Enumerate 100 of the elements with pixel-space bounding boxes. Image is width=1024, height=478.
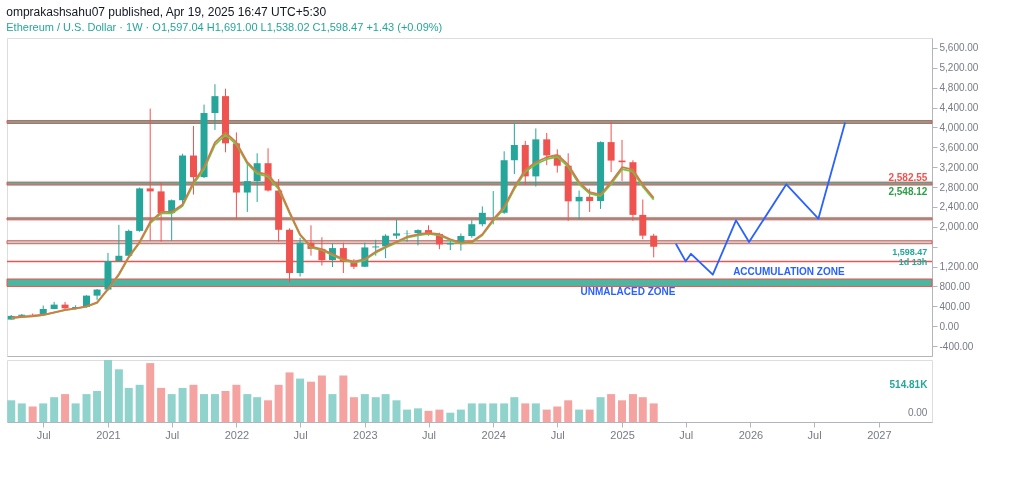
bar xyxy=(93,391,102,422)
bar xyxy=(7,400,16,422)
y-tick-label: 3,200.00 xyxy=(939,161,979,173)
candlestick xyxy=(543,132,551,166)
x-tick-label: Jul xyxy=(165,428,180,441)
bar xyxy=(200,394,209,422)
bar xyxy=(381,394,390,422)
bar xyxy=(253,397,262,422)
bar xyxy=(285,372,294,422)
bar xyxy=(146,363,155,422)
bar xyxy=(618,400,627,422)
candlestick xyxy=(414,228,422,246)
candlestick xyxy=(478,205,486,227)
bar xyxy=(103,360,112,422)
bar xyxy=(424,410,433,422)
bar xyxy=(157,387,166,422)
x-tick-label: Jul xyxy=(807,428,822,441)
y-tick-label: 5,600.00 xyxy=(939,42,979,54)
y-tick-label: 2,800.00 xyxy=(939,181,979,193)
x-tick-label: 2022 xyxy=(224,428,250,441)
annotation: UNMALACED ZONE xyxy=(580,286,676,298)
bar xyxy=(274,384,283,422)
candlestick xyxy=(115,224,123,263)
bar xyxy=(553,406,562,422)
y-tick-label: 4,800.00 xyxy=(939,82,979,94)
candlestick xyxy=(575,190,583,220)
chart-title: omprakashsahu07 published, Apr 19, 2025 16:47 UTC+5:30 xyxy=(6,5,327,19)
bar xyxy=(360,394,369,422)
bar xyxy=(531,403,540,422)
chart-subtitle: Ethereum / U.S. Dollar · 1W · O1,597.04 H1,691.00 L1,538.02 C1,598.47 +1.43 (+0.09%) xyxy=(6,21,443,33)
x-tick-label: 2027 xyxy=(867,428,892,441)
annotation: 514.81K xyxy=(889,378,929,390)
x-tick-label: Jul xyxy=(421,428,437,441)
line-series xyxy=(674,121,846,276)
bar xyxy=(114,369,123,422)
x-tick-label: Jul xyxy=(679,428,694,441)
candlestick xyxy=(93,288,101,301)
bar xyxy=(210,394,219,422)
bar xyxy=(264,400,273,422)
y-tick-label: 2,000.00 xyxy=(939,221,979,233)
bar xyxy=(638,397,647,422)
x-tick-label: 2025 xyxy=(610,428,635,441)
bar xyxy=(232,384,241,422)
bar xyxy=(339,375,348,422)
x-tick-label: Jul xyxy=(36,428,51,441)
bar xyxy=(39,403,48,422)
y-tick-label: 2,400.00 xyxy=(939,201,979,213)
x-tick-label: 2024 xyxy=(481,428,506,441)
bar xyxy=(124,387,133,422)
annotation: ACCUMULATION ZONE xyxy=(733,265,845,277)
y-tick-label: 4,000.00 xyxy=(939,121,979,133)
bar xyxy=(489,403,498,422)
bar xyxy=(17,403,26,422)
candlestick xyxy=(211,83,219,131)
bar xyxy=(649,403,658,422)
bar xyxy=(82,394,91,422)
bar xyxy=(167,394,176,422)
candlestick xyxy=(189,125,197,196)
candlestick xyxy=(392,219,400,240)
x-tick-label: 2021 xyxy=(96,428,121,441)
bar xyxy=(178,387,187,422)
candlestick xyxy=(586,188,594,213)
bar xyxy=(542,409,551,422)
bar xyxy=(510,397,519,422)
y-tick-label: 3,600.00 xyxy=(939,141,979,153)
bar xyxy=(413,408,422,422)
bar xyxy=(585,409,594,422)
bar xyxy=(521,403,530,422)
annotation: 2,582.55 xyxy=(888,171,928,183)
bar xyxy=(306,381,315,422)
y-tick-label: 0.00 xyxy=(939,320,960,332)
bar xyxy=(135,384,144,422)
bar xyxy=(28,406,37,422)
bar xyxy=(328,394,337,422)
x-tick-label: 2023 xyxy=(353,428,378,441)
bar xyxy=(296,378,305,422)
candlestick xyxy=(510,122,518,175)
y-tick-label: 4,400.00 xyxy=(939,102,979,114)
annotation: 0.00 xyxy=(907,406,928,418)
bar xyxy=(71,403,80,422)
y-tick-label: 5,200.00 xyxy=(939,62,979,74)
bar xyxy=(61,394,70,422)
bar xyxy=(478,403,487,422)
bar xyxy=(628,394,637,422)
y-tick-label: 400.00 xyxy=(939,300,971,312)
x-tick-label: Jul xyxy=(550,428,565,441)
bar xyxy=(500,403,509,422)
bar xyxy=(221,391,230,422)
bar xyxy=(371,397,380,422)
bar xyxy=(392,400,401,422)
bar xyxy=(467,403,476,422)
y-tick-label: 800.00 xyxy=(939,280,971,292)
bar xyxy=(435,409,444,422)
bar xyxy=(403,409,412,422)
x-tick-label: 2026 xyxy=(738,428,764,441)
x-tick-label: Jul xyxy=(293,428,308,441)
bar xyxy=(564,400,573,422)
bar xyxy=(456,409,465,422)
bar xyxy=(607,394,616,422)
bar xyxy=(50,397,59,422)
